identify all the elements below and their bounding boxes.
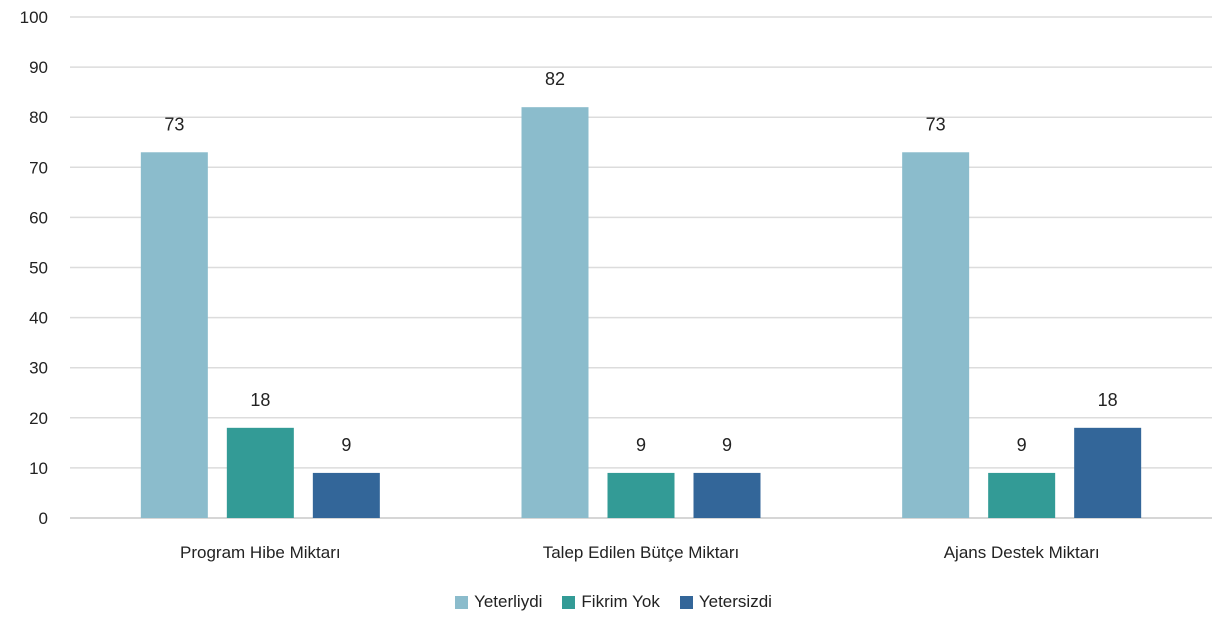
bar	[226, 427, 294, 518]
y-tick-label: 0	[39, 509, 48, 528]
data-label: 18	[1098, 390, 1118, 410]
bar	[1074, 427, 1142, 518]
y-tick-label: 30	[29, 359, 48, 378]
y-tick-label: 90	[29, 58, 48, 77]
bar	[988, 472, 1056, 518]
bar	[140, 152, 208, 518]
bar	[693, 472, 761, 518]
legend-swatch	[562, 595, 576, 609]
legend-label: Yeterliydi	[474, 592, 543, 611]
data-label: 9	[341, 435, 351, 455]
data-label: 9	[1017, 435, 1027, 455]
data-label: 18	[250, 390, 270, 410]
legend-label: Fikrim Yok	[581, 592, 660, 611]
legend-label: Yetersizdi	[698, 592, 772, 611]
bar	[521, 107, 589, 519]
legend: Yeterliydi Fikrim Yok Yetersizdi	[0, 592, 1227, 612]
bar	[902, 152, 970, 518]
bar	[312, 472, 380, 518]
legend-swatch	[679, 595, 693, 609]
y-tick-label: 50	[29, 259, 48, 278]
y-tick-label: 40	[29, 309, 48, 328]
legend-item-yetersizdi: Yetersizdi	[679, 592, 772, 612]
data-label: 73	[164, 114, 184, 134]
y-tick-label: 80	[29, 108, 48, 127]
data-label: 9	[722, 435, 732, 455]
y-axis: 0 10 20 30 40 50 60 70 80 90 100	[20, 8, 48, 528]
data-label: 82	[545, 69, 565, 89]
x-category-label: Program Hibe Miktarı	[180, 543, 341, 562]
data-label: 73	[926, 114, 946, 134]
y-tick-label: 20	[29, 409, 48, 428]
data-label: 9	[636, 435, 646, 455]
legend-item-yeterliydi: Yeterliydi	[455, 592, 542, 612]
y-tick-label: 100	[20, 8, 48, 27]
y-tick-label: 10	[29, 459, 48, 478]
legend-swatch	[455, 595, 469, 609]
y-tick-label: 70	[29, 158, 48, 177]
y-tick-label: 60	[29, 208, 48, 227]
bar	[607, 472, 675, 518]
x-axis: Program Hibe Miktarı Talep Edilen Bütçe M…	[180, 543, 1100, 562]
data-labels: 73 18 9 82 9 9 73 9 18	[164, 69, 1117, 455]
x-category-label: Ajans Destek Miktarı	[944, 543, 1100, 562]
x-category-label: Talep Edilen Bütçe Miktarı	[543, 543, 740, 562]
legend-item-fikrim-yok: Fikrim Yok	[562, 592, 660, 612]
bars	[140, 107, 1142, 519]
